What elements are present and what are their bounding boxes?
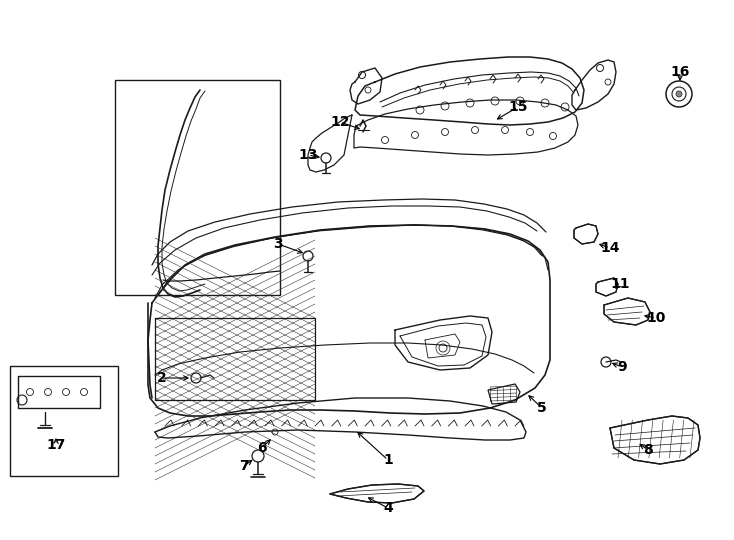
Polygon shape — [610, 416, 700, 464]
Polygon shape — [604, 298, 650, 325]
Polygon shape — [330, 484, 424, 503]
Text: 7: 7 — [239, 459, 249, 473]
Text: 13: 13 — [298, 148, 318, 162]
Text: 1: 1 — [383, 453, 393, 467]
Text: 17: 17 — [46, 438, 65, 452]
Text: 16: 16 — [670, 65, 690, 79]
Text: 14: 14 — [600, 241, 619, 255]
Text: 3: 3 — [273, 237, 283, 251]
Text: 15: 15 — [508, 100, 528, 114]
Text: 5: 5 — [537, 401, 547, 415]
Circle shape — [676, 91, 682, 97]
Polygon shape — [596, 278, 618, 296]
Text: 2: 2 — [157, 371, 167, 385]
Polygon shape — [574, 224, 598, 244]
Text: 6: 6 — [257, 441, 267, 455]
Text: 9: 9 — [617, 360, 627, 374]
Text: 10: 10 — [647, 311, 666, 325]
Text: 11: 11 — [610, 277, 630, 291]
Polygon shape — [488, 384, 520, 404]
Text: 4: 4 — [383, 501, 393, 515]
Text: 12: 12 — [330, 115, 349, 129]
Text: 8: 8 — [643, 443, 653, 457]
